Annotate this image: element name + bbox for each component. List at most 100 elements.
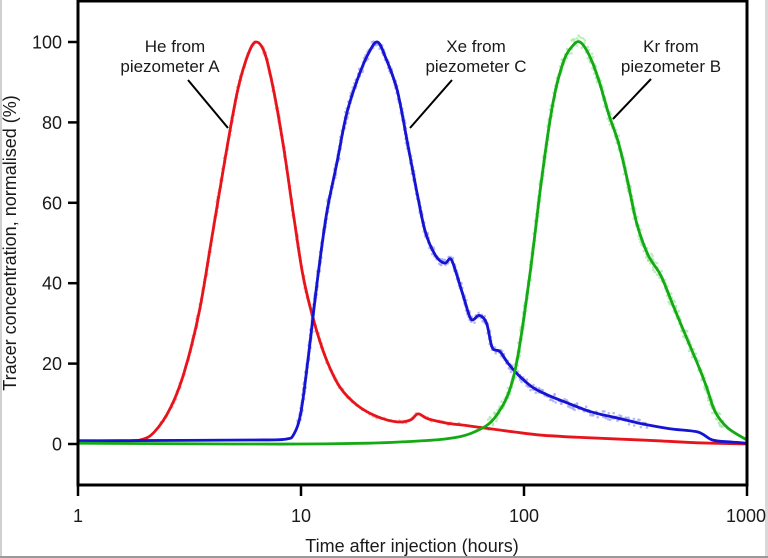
raw-data-point [608,418,612,422]
raw-data-point [711,411,714,415]
raw-data-point [534,391,538,395]
raw-data-point [573,408,576,412]
annotation-he-line2: piezometer A [120,57,220,76]
raw-data-point [609,112,613,116]
y-tick-label: 0 [52,435,62,455]
raw-data-point [489,417,493,420]
raw-data-point [652,268,655,272]
raw-data-point [673,300,676,303]
raw-data-point [560,402,563,406]
raw-data-point [520,380,523,384]
annotation-xe-line1: Xe from [446,37,506,56]
raw-data-point [718,412,722,416]
raw-data-point [660,269,663,273]
raw-data-point [607,411,611,415]
series-line-kr [76,40,749,446]
raw-data-point [685,329,689,333]
raw-data-point [584,405,588,409]
x-tick-label: 100 [509,506,539,526]
raw-data-point [603,410,606,413]
raw-data-point [500,400,503,403]
series-lines-layer [76,40,749,446]
raw-data-point [591,55,595,59]
y-tick-label: 40 [42,274,62,294]
raw-data-point [608,123,612,126]
annotation-he-line1: He from [145,37,205,56]
image-right-border [765,0,768,558]
raw-data-point [627,416,630,420]
raw-data-point [575,44,579,47]
annotation-kr-line1: Kr from [643,37,699,56]
annotation-he-leader [187,79,229,129]
raw-data-point [632,417,636,421]
y-tick-label: 100 [32,33,62,53]
series-line-xe [76,40,749,445]
annotation-xe-leader [409,79,453,129]
raw-data-point [639,425,643,429]
raw-data-point [617,134,620,137]
raw-data-point [596,416,599,419]
image-left-border [0,0,2,558]
y-tick-label: 20 [42,354,62,374]
raw-data-point [495,419,498,423]
y-tick-label: 80 [42,113,62,133]
y-tick-label: 60 [42,193,62,213]
raw-data-point [639,228,643,232]
raw-data-point [481,319,485,323]
raw-data-point [586,57,590,60]
annotation-kr-leader [612,78,652,120]
raw-data-point [553,393,556,397]
annotation-xe-line2: piezometer C [425,57,526,76]
raw-data-point [687,349,691,353]
raw-data-point [575,37,579,40]
annotation-xe: Xe from piezometer C [409,37,527,129]
raw-data-point [473,321,476,324]
raw-data-point [573,37,576,41]
raw-data-point [577,34,580,37]
image-bottom-border [0,556,768,558]
raw-data-point [627,423,631,426]
raw-data-point [563,397,566,401]
series-line-he [76,40,749,446]
raw-data-point [477,311,480,315]
raw-data-point [668,302,672,306]
raw-data-point [529,388,532,392]
annotation-he: He from piezometer A [120,37,229,129]
y-axis-label: Tracer concentration, normalised (%) [0,95,20,390]
x-tick-label: 1000 [726,506,766,526]
raw-data-point [648,262,652,265]
raw-data-point [570,52,573,55]
raw-data-point [486,418,490,421]
raw-data-point [496,417,499,420]
raw-data-point [589,413,592,417]
annotation-kr-line2: piezometer B [621,57,721,76]
raw-data-point [532,383,535,387]
raw-data-point [653,270,657,274]
raw-data-point [509,370,513,374]
y-ticks: 0 20 40 60 80 100 [32,33,78,455]
raw-data-point [579,36,582,39]
raw-data-point [606,117,610,120]
raw-data-point [581,37,585,40]
raw-data-point [674,304,678,308]
raw-data-point [620,414,623,418]
raw-data-point [669,292,673,296]
raw-data-point [361,70,365,73]
raw-data-point [583,39,587,42]
raw-data-point [491,424,495,427]
annotation-kr: Kr from piezometer B [612,37,721,120]
raw-data-point [650,252,653,256]
raw-data-point [706,399,710,402]
raw-data-point [525,378,529,381]
raw-data-point [690,356,694,359]
x-tick-label: 10 [291,506,311,526]
raw-data-point [506,386,510,390]
raw-data-point [590,52,594,56]
raw-data-point [632,424,636,427]
raw-data-point [541,389,545,392]
raw-data-point [715,418,719,421]
raw-data-point [638,418,641,422]
x-tick-label: 1 [73,506,83,526]
raw-data-point [592,413,595,417]
